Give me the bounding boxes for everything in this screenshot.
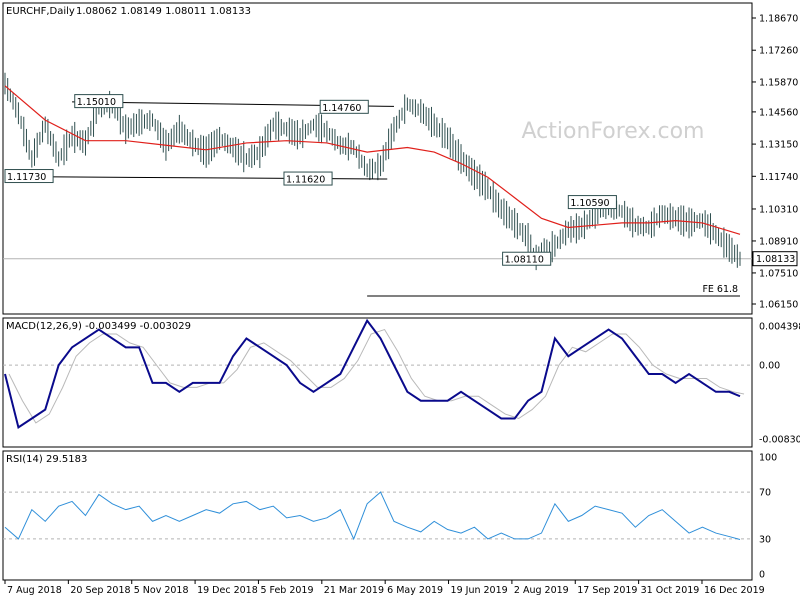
x-tick-label: 5 Feb 2019: [260, 585, 313, 596]
x-tick-label: 17 Sep 2019: [577, 585, 637, 596]
header-ohlc: 1.08062 1.08149 1.08011 1.08133: [76, 6, 251, 17]
main-ytick-label: 1.10310: [759, 204, 798, 215]
x-tick-label: 2 Aug 2019: [514, 585, 569, 596]
main-ytick-label: 1.18670: [759, 14, 798, 25]
x-tick-label: 7 Aug 2018: [7, 585, 62, 596]
x-tick-label: 21 Mar 2019: [324, 585, 384, 596]
rsi-ytick-label: 30: [759, 534, 771, 545]
main-ytick-label: 1.07510: [759, 268, 798, 279]
annotation-label: 1.11730: [7, 172, 46, 183]
grid-lines: [3, 258, 752, 540]
annotation-box: [283, 171, 333, 186]
annotation-label: 1.08110: [505, 255, 544, 266]
sma-line: [4, 85, 741, 235]
macd-panel: [4, 318, 745, 429]
rsi-panel: [4, 491, 741, 541]
main-ytick-label: 1.15870: [759, 77, 798, 88]
header-symbol: EURCHF,Daily: [6, 6, 75, 17]
rsi-ytick-label: 70: [759, 488, 771, 499]
macd-title: MACD(12,26,9) -0.003499 -0.003029: [6, 321, 191, 332]
annotation-label: 1.14760: [322, 103, 361, 114]
rsi-ytick-label: 0: [759, 570, 765, 581]
main-ytick-label: 1.14560: [759, 107, 798, 118]
main-ytick-label: 1.17260: [759, 46, 798, 57]
axis-labels: 1.18670 1.17260 1.15870 1.14560 1.13150 1.117…: [4, 14, 800, 596]
annotation-box: [319, 99, 369, 114]
main-ytick-label: 1.13150: [759, 140, 798, 151]
rsi-title: RSI(14) 29.5183: [6, 454, 87, 465]
x-tick-label: 31 Oct 2019: [641, 585, 700, 596]
current-price-box: [752, 251, 798, 267]
rsi-ytick-label: 100: [759, 453, 777, 464]
annotation-label: 1.15010: [77, 97, 116, 108]
main-ytick-label: 1.06150: [759, 300, 798, 311]
macd-frame: [2, 317, 753, 448]
annotation-box: [502, 251, 552, 266]
main-ytick-label: 1.08910: [759, 236, 798, 247]
current-price-label: 1.08133: [756, 254, 795, 265]
rsi-line: [4, 491, 741, 541]
price-panel: 1.15010 1.14760 1.11730 1.11620 1.10590 1.081…: [4, 72, 741, 297]
annotation-box: [74, 94, 124, 109]
rsi-frame: [2, 450, 753, 581]
macd-ytick-label: 0.00: [759, 361, 780, 372]
macd-line: [4, 318, 741, 429]
x-tick-label: 16 Dec 2019: [704, 585, 765, 596]
annotation-label: 1.10590: [570, 198, 609, 209]
main-ytick-label: 1.11740: [759, 172, 798, 183]
macd-ytick-label: 0.004398: [759, 322, 800, 333]
x-tick-label: 19 Jun 2019: [451, 585, 508, 596]
annotation-box: [567, 195, 617, 210]
annotation-label: 1.11620: [286, 175, 325, 186]
x-tick-label: 19 Dec 2018: [197, 585, 258, 596]
annotation-box: [4, 169, 54, 184]
fe-label: FE 61.8: [702, 284, 738, 295]
panel-frames: [2, 2, 753, 581]
macd-signal-line: [8, 328, 745, 424]
x-tick-label: 6 May 2019: [387, 585, 443, 596]
x-tick-label: 20 Sep 2018: [70, 585, 130, 596]
watermark: ActionForex.com: [522, 119, 705, 144]
x-tick-label: 5 Nov 2018: [134, 585, 189, 596]
macd-ytick-label: -0.008306: [759, 435, 800, 446]
